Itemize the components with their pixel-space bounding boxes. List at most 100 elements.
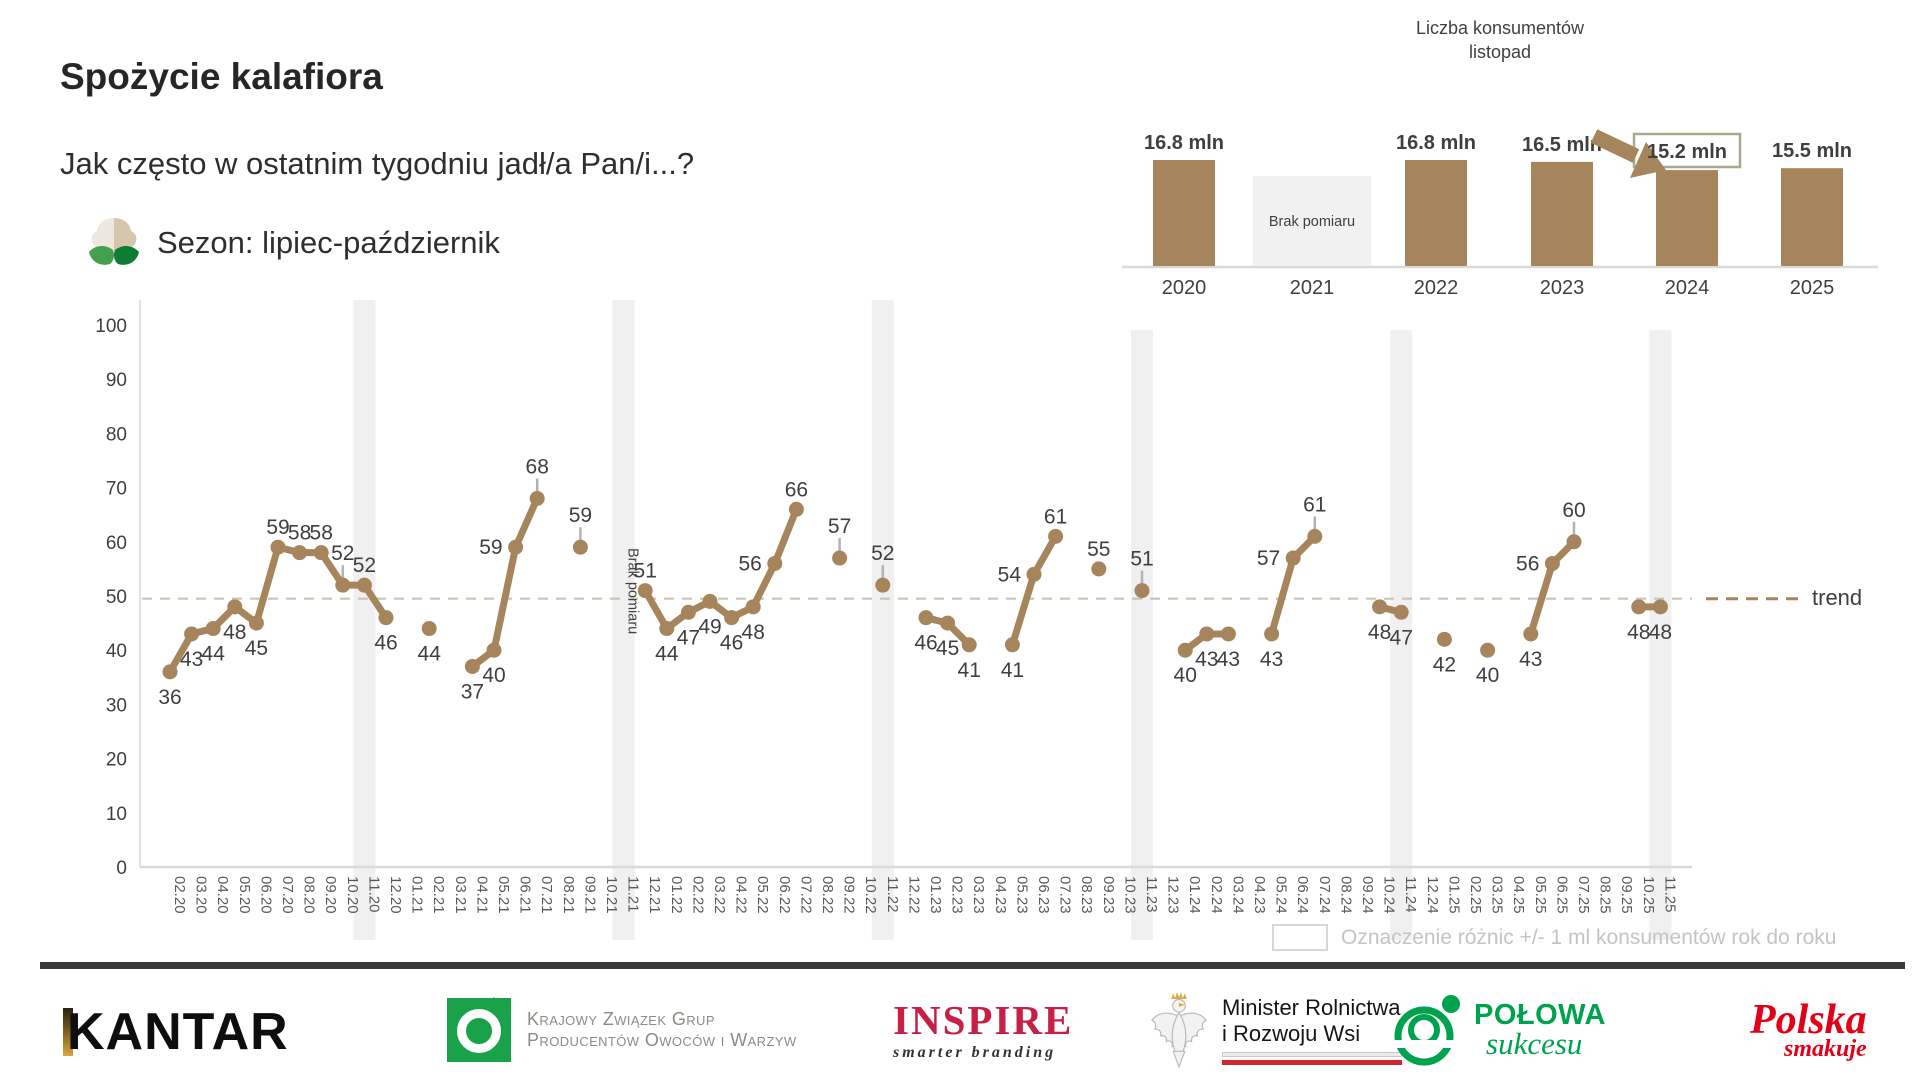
bar-label: 16.8 mln [1396,132,1476,154]
value-label: 57 [1257,547,1280,570]
value-label: 52 [353,554,376,577]
value-label: 59 [266,516,289,539]
poland-flag-icon [1222,1052,1402,1065]
data-point [1199,626,1215,642]
value-label: 61 [1044,505,1067,528]
data-point [724,610,740,626]
value-label: 41 [958,659,981,682]
data-point [788,501,804,517]
consumers-chart-title: Liczba konsumentów listopad [1300,16,1700,64]
data-point [659,621,675,637]
page-subtitle: Jak często w ostatnim tygodniu jadł/a Pa… [60,146,695,181]
bar-label: 15.5 mln [1772,140,1852,162]
data-point [464,658,480,674]
polska-tagline: smakuje [1783,1036,1867,1062]
x-tick-label: 10.21 [603,876,620,914]
value-label: 40 [1476,664,1499,687]
value-label: 48 [1627,621,1650,644]
y-tick-label: 60 [106,533,127,554]
x-tick-label: 07.20 [279,876,296,914]
value-label: 48 [1368,621,1391,644]
data-point [1372,599,1388,615]
data-point [1652,599,1668,615]
page-title: Spożycie kalafiora [60,56,383,97]
value-label: 44 [202,643,226,666]
data-point [508,539,524,555]
arrow-shaft-icon [1590,129,1640,163]
data-point [1026,566,1042,582]
data-point [1285,550,1301,566]
value-label: 46 [374,632,397,655]
x-tick-label: 06.20 [257,876,274,914]
kzgpow-ring [457,1009,501,1053]
bar [1531,161,1593,266]
minister-line2: i Rozwoju Wsi [1222,1021,1361,1046]
value-label: 40 [482,664,505,687]
x-tick-label: 05.20 [236,876,253,914]
x-tick-label: 11.22 [884,876,901,912]
diff-legend: Oznaczenie różnic +/- 1 ml konsumentów r… [1272,924,1836,951]
bar [1781,168,1843,266]
value-label: 41 [1001,659,1024,682]
x-tick-label: 12.24 [1424,876,1441,914]
bar-label: 16.5 mln [1522,134,1602,156]
value-label: 60 [1562,499,1585,522]
x-tick-label: 10.25 [1640,876,1657,914]
diff-legend-box-icon [1272,924,1328,951]
x-tick-label: 03.25 [1489,876,1506,914]
data-point [248,615,264,631]
data-point [918,610,934,626]
data-point [1091,561,1107,577]
data-point [486,642,502,658]
november-band [1131,330,1153,940]
x-tick-label: 07.24 [1316,876,1333,914]
x-tick-label: 09.22 [841,876,858,914]
bar-label: 15.2 mln [1647,141,1727,163]
data-point [767,555,783,571]
value-label: 51 [1130,548,1153,571]
x-tick-label: 07.21 [538,876,555,914]
polowa-logo-text: POŁOWA [1474,998,1606,1031]
season-row: Sezon: lipiec-październik [85,214,500,272]
value-label: 58 [288,522,311,545]
data-point [1566,534,1582,550]
value-label: 44 [655,643,679,666]
data-point [637,583,653,599]
year-label: 2021 [1290,277,1335,299]
value-label: 43 [1260,648,1283,671]
value-label: 51 [634,560,657,583]
y-tick-label: 20 [106,750,127,771]
value-label: 43 [180,648,203,671]
value-label: 47 [1390,626,1413,649]
value-label: 68 [526,455,549,478]
data-point [1436,631,1452,647]
consumers-chart-title-line2: listopad [1468,42,1532,62]
data-point [745,599,761,615]
data-point [572,539,588,555]
x-tick-label: 02.22 [689,876,706,914]
inspire-tagline: smarter branding [893,1044,1057,1061]
y-tick-label: 90 [106,370,127,391]
x-tick-label: 09.24 [1359,876,1376,914]
x-tick-label: 06.21 [517,876,534,914]
value-label: 37 [461,680,484,703]
x-tick-label: 11.24 [1402,876,1419,912]
value-label: 61 [1303,493,1326,516]
footer-separator [40,962,1905,969]
value-label: 46 [720,632,743,655]
value-label: 42 [1433,653,1456,676]
kzgpow-swoosh-icon [447,997,511,1062]
series-line [468,494,541,670]
kzgpow-text: Krajowy Związek Grup Producentów Owoców … [527,1009,797,1051]
x-tick-label: 02.21 [430,876,447,914]
diff-legend-text: Oznaczenie różnic +/- 1 ml konsumentów r… [1341,925,1837,949]
data-point [1220,626,1236,642]
value-label: 44 [418,643,442,666]
november-band [871,300,894,940]
x-tick-label: 08.20 [301,876,318,914]
x-tick-label: 11.23 [1143,876,1160,912]
value-label: 59 [479,536,502,559]
value-label: 43 [1519,648,1542,671]
x-tick-label: 12.20 [387,876,404,914]
